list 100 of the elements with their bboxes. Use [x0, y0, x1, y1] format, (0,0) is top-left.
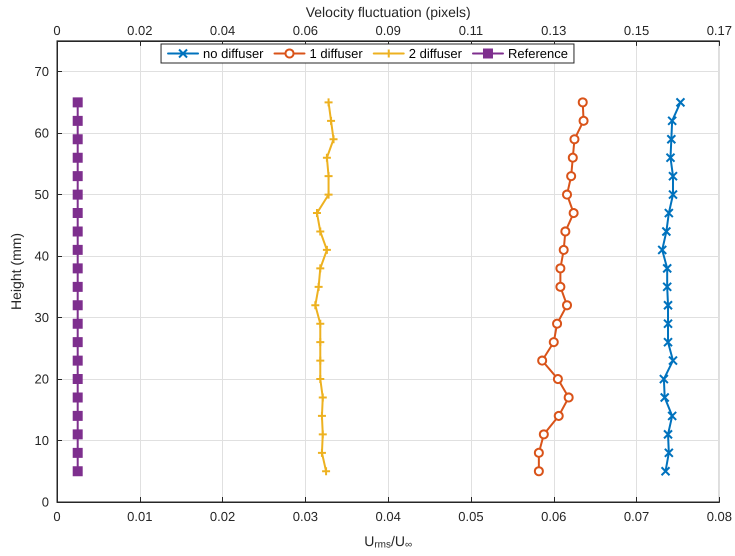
point: [72, 374, 83, 384]
point: [315, 337, 326, 348]
point: [666, 152, 676, 163]
point: [72, 171, 83, 182]
x-tick-label: 0.05: [458, 509, 484, 524]
point: [318, 429, 328, 440]
y-tick-label: 70: [34, 64, 49, 80]
point: [322, 152, 332, 163]
x-tick-label: 0.06: [541, 509, 566, 524]
legend-label: 1 diffuser: [310, 46, 364, 61]
point: [664, 208, 674, 218]
point: [72, 226, 83, 236]
point: [534, 448, 544, 458]
y-tick-label: 50: [34, 187, 49, 202]
point: [675, 97, 686, 108]
x2-tick-label: 0.17: [706, 22, 732, 38]
point: [552, 374, 563, 384]
x2-axis-title: Velocity fluctuation (pixels): [306, 4, 471, 20]
point: [667, 116, 678, 126]
point: [328, 134, 339, 144]
point: [554, 410, 564, 421]
point: [324, 171, 334, 182]
y-tick-label: 60: [34, 126, 49, 141]
point: [72, 134, 83, 144]
point: [666, 134, 676, 144]
y-tick-label: 20: [34, 372, 49, 387]
y-tick-label: 30: [34, 310, 49, 326]
point: [662, 263, 672, 274]
point: [548, 337, 559, 348]
point: [72, 263, 83, 274]
point: [72, 466, 83, 476]
point: [315, 263, 326, 274]
x-tick-label: 0.07: [624, 509, 650, 524]
point: [316, 448, 327, 458]
x-tick-label: 0: [53, 509, 61, 524]
point: [322, 244, 332, 255]
point: [578, 97, 588, 108]
y-tick-label: 10: [34, 433, 49, 448]
point: [555, 263, 566, 274]
point: [72, 152, 83, 163]
point: [566, 171, 576, 182]
x2-tick-label: 0.02: [127, 22, 152, 38]
point: [663, 337, 674, 348]
point: [657, 244, 668, 255]
point: [578, 116, 589, 126]
x2-tick-label: 0.04: [210, 22, 236, 38]
x-tick-label: 0.01: [127, 509, 152, 524]
point: [72, 300, 83, 310]
point: [562, 300, 572, 310]
point: [661, 226, 672, 236]
point: [660, 392, 670, 402]
point: [560, 226, 570, 236]
legend-label: 2 diffuser: [408, 46, 463, 61]
point: [72, 116, 83, 126]
point: [314, 282, 324, 292]
point: [72, 392, 83, 402]
point: [662, 282, 672, 292]
x2-tick-label: 0.09: [376, 22, 401, 38]
point: [315, 374, 326, 384]
point: [668, 356, 678, 366]
point: [664, 448, 674, 458]
point: [326, 116, 336, 126]
point: [315, 356, 326, 366]
point: [562, 190, 572, 200]
x2-tick-label: 0: [53, 22, 61, 38]
point: [72, 337, 83, 348]
point: [663, 318, 674, 329]
x-tick-label: 0.02: [210, 509, 236, 524]
point: [658, 374, 669, 384]
point: [72, 282, 83, 292]
point: [72, 244, 83, 255]
point: [72, 356, 83, 366]
point: [568, 152, 578, 163]
point: [564, 392, 574, 402]
point: [316, 410, 327, 421]
point: [538, 429, 549, 440]
point: [315, 226, 326, 236]
point: [534, 466, 544, 476]
legend-label: no diffuser: [203, 46, 264, 61]
point: [72, 410, 83, 421]
point: [558, 244, 569, 255]
y-tick-label: 40: [34, 248, 49, 264]
point: [315, 318, 326, 329]
point: [568, 208, 579, 218]
x2-tick-label: 0.13: [541, 22, 566, 38]
x-tick-label: 0.04: [376, 509, 401, 524]
point: [552, 318, 562, 329]
point: [663, 429, 674, 440]
x2-tick-label: 0.15: [624, 22, 650, 38]
point: [668, 190, 678, 200]
point: [569, 134, 580, 144]
x2-tick-label: 0.11: [458, 22, 484, 38]
point: [72, 208, 83, 218]
point: [312, 208, 322, 218]
point: [660, 466, 671, 476]
point: [663, 300, 674, 310]
point: [668, 171, 678, 182]
point: [537, 356, 548, 366]
point: [72, 190, 83, 200]
legend-label: Reference: [508, 46, 568, 61]
